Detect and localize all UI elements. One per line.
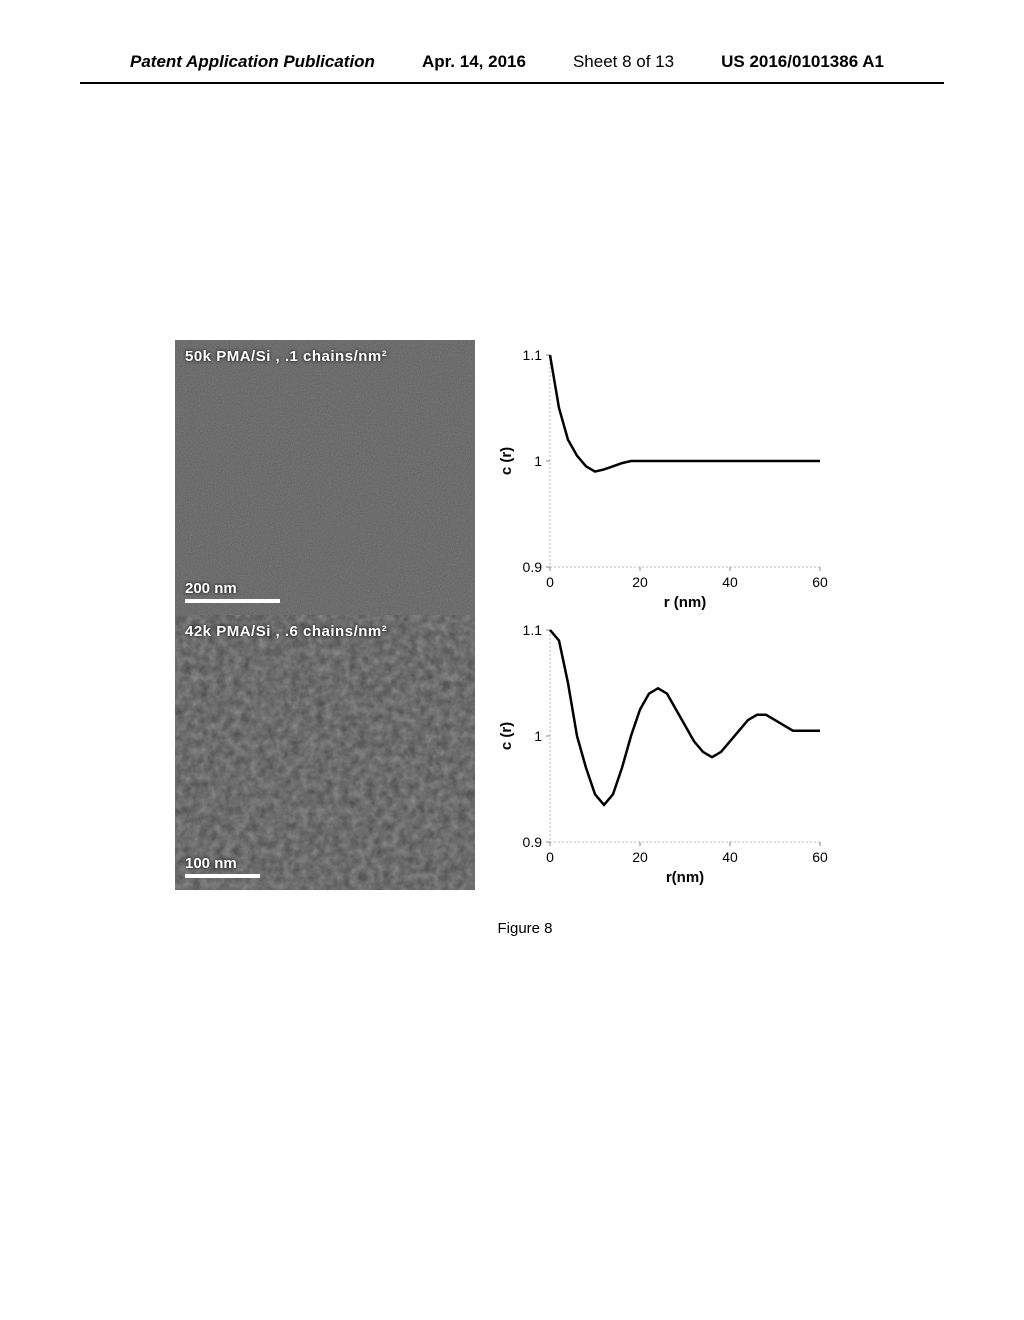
- chart-line: [550, 630, 820, 805]
- texture-bg: [175, 615, 475, 890]
- image-overlay-label: 42k PMA/Si , .6 chains/nm²: [185, 623, 387, 640]
- figure-container: 50k PMA/Si , .1 chains/nm²200 nm0.911.10…: [175, 340, 875, 937]
- figure-row: 42k PMA/Si , .6 chains/nm²100 nm0.911.10…: [175, 615, 875, 890]
- y-tick-label: 1.1: [523, 347, 543, 363]
- chart-svg: 0.9 1 1.1 0 20 40 60 r(nm) c (r): [495, 615, 835, 890]
- y-axis-label: c (r): [498, 447, 515, 475]
- x-axis-label: r(nm): [666, 869, 704, 886]
- page-header: Patent Application Publication Apr. 14, …: [0, 52, 1024, 72]
- figure-row: 50k PMA/Si , .1 chains/nm²200 nm0.911.10…: [175, 340, 875, 615]
- scalebar-line: [185, 874, 260, 878]
- scalebar: 200 nm: [185, 580, 280, 603]
- scalebar: 100 nm: [185, 855, 260, 878]
- image-overlay-label: 50k PMA/Si , .1 chains/nm²: [185, 348, 387, 365]
- publication-label: Patent Application Publication: [130, 52, 375, 72]
- chart-svg: 0.9 1 1.1 0 20 40 60 r (nm) c (r): [495, 340, 835, 615]
- x-tick-label: 60: [812, 849, 828, 865]
- x-tick-label: 60: [812, 574, 828, 590]
- correlation-chart: 0.9 1 1.1 0 20 40 60 r(nm) c (r): [495, 615, 835, 890]
- microscopy-image: 50k PMA/Si , .1 chains/nm² 200 nm: [175, 340, 475, 615]
- y-tick-label: 1.1: [523, 622, 543, 638]
- y-axis-label: c (r): [498, 722, 515, 750]
- correlation-chart: 0.9 1 1.1 0 20 40 60 r (nm) c (r): [495, 340, 835, 615]
- publication-date: Apr. 14, 2016: [422, 52, 526, 72]
- x-tick-label: 40: [722, 849, 738, 865]
- scalebar-line: [185, 599, 280, 603]
- figure-caption: Figure 8: [175, 920, 875, 937]
- scalebar-label: 200 nm: [185, 580, 280, 597]
- x-tick-label: 20: [632, 574, 648, 590]
- y-tick-label: 0.9: [523, 834, 543, 850]
- microscopy-image: 42k PMA/Si , .6 chains/nm² 100 nm: [175, 615, 475, 890]
- sheet-number: Sheet 8 of 13: [573, 52, 674, 72]
- y-tick-label: 1: [534, 453, 542, 469]
- document-number: US 2016/0101386 A1: [721, 52, 884, 72]
- y-tick-label: 1: [534, 728, 542, 744]
- y-tick-label: 0.9: [523, 559, 543, 575]
- x-tick-label: 0: [546, 849, 554, 865]
- header-rule: [80, 82, 944, 84]
- x-tick-label: 0: [546, 574, 554, 590]
- scalebar-label: 100 nm: [185, 855, 260, 872]
- texture-bg: [175, 340, 475, 615]
- chart-line: [550, 355, 820, 472]
- x-tick-label: 20: [632, 849, 648, 865]
- x-tick-label: 40: [722, 574, 738, 590]
- x-axis-label: r (nm): [664, 594, 707, 611]
